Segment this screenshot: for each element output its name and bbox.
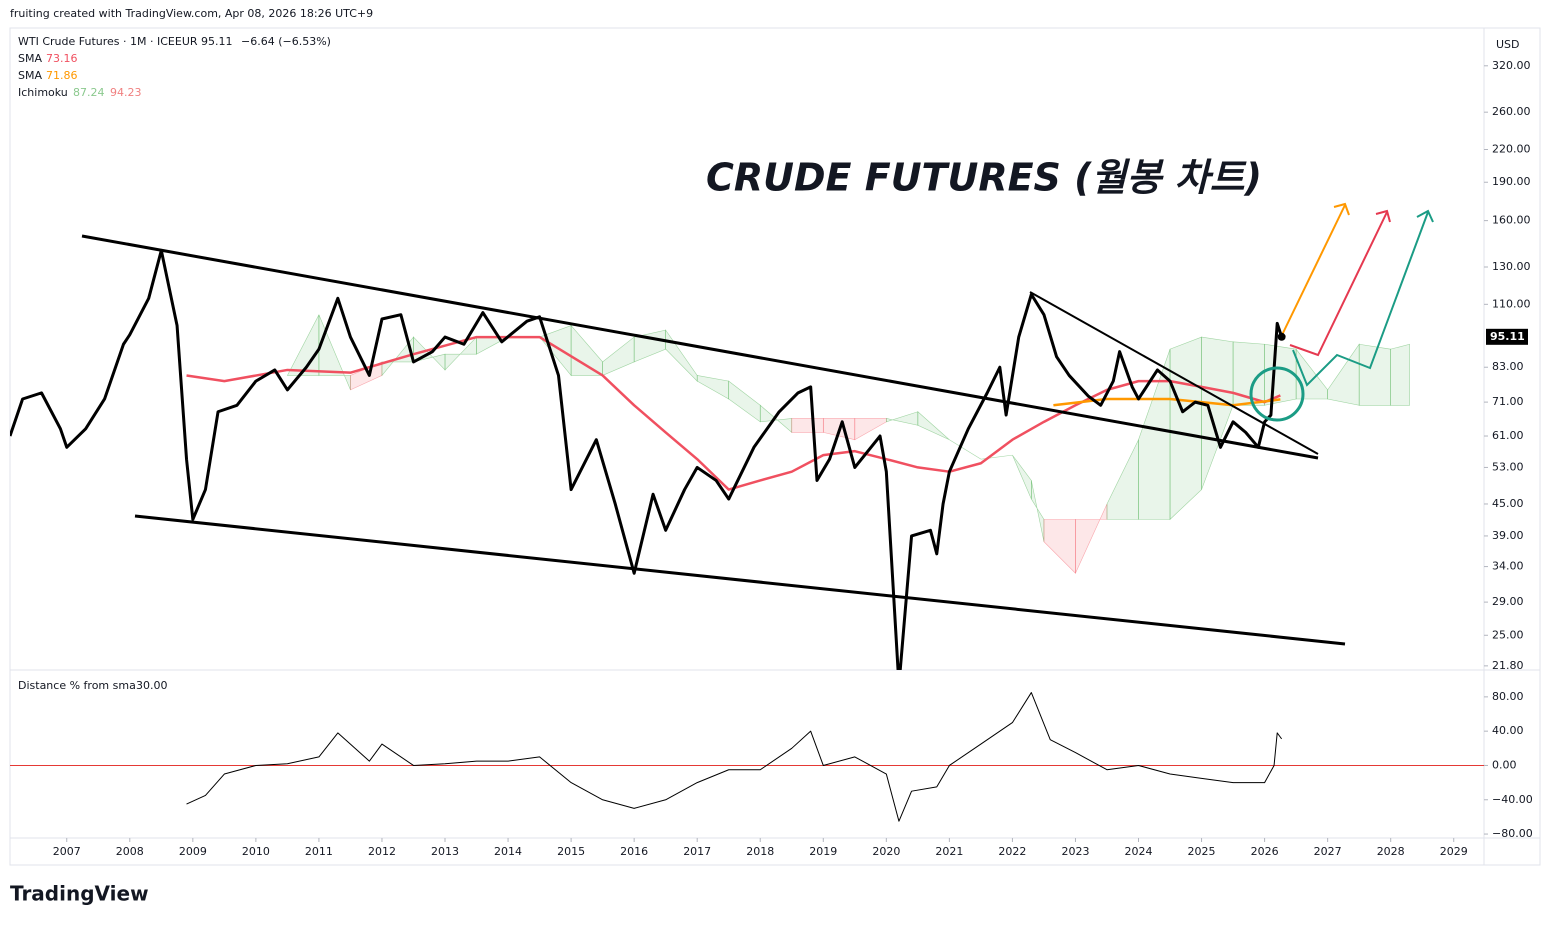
highlight-circle xyxy=(1249,366,1305,422)
arrowhead xyxy=(1333,202,1350,216)
x-tick-label: 2022 xyxy=(998,845,1026,858)
price-badge-label: 95.11 xyxy=(1490,330,1525,343)
arrowhead xyxy=(1375,209,1391,223)
credit: fruiting created with TradingView.com, A… xyxy=(10,7,373,20)
cloud-segment xyxy=(1390,343,1410,406)
x-tick-label: 2018 xyxy=(746,845,774,858)
chart-title: CRUDE FUTURES (월봉 차트) xyxy=(706,156,1262,200)
last-point xyxy=(1277,332,1286,341)
cloud-segment xyxy=(917,411,950,440)
y-tick-label: −40.00 xyxy=(1492,793,1533,806)
cloud-segment xyxy=(791,418,824,433)
price-badge xyxy=(1486,328,1528,345)
y-tick-label: 220.00 xyxy=(1492,142,1531,155)
y-tick-label: 130.00 xyxy=(1492,260,1531,273)
x-tick-label: 2012 xyxy=(368,845,396,858)
y-tick-label: 190.00 xyxy=(1492,175,1531,188)
y-tick-label: 40.00 xyxy=(1492,724,1524,737)
x-tick-label: 2011 xyxy=(305,845,333,858)
trendline xyxy=(1029,291,1319,455)
x-tick-label: 2016 xyxy=(620,845,648,858)
y-tick-label: 21.80 xyxy=(1492,659,1524,672)
y-tick-label: 260.00 xyxy=(1492,105,1531,118)
arrow xyxy=(1281,204,1346,336)
cloud-segment xyxy=(1169,336,1202,521)
change: −6.64 (−6.53%) xyxy=(241,35,331,48)
x-tick-label: 2015 xyxy=(557,845,585,858)
indicator-title: Distance % from sma xyxy=(18,679,136,692)
x-tick-label: 2010 xyxy=(242,845,270,858)
x-tick-label: 2025 xyxy=(1188,845,1216,858)
x-tick-label: 2020 xyxy=(872,845,900,858)
x-tick-label: 2007 xyxy=(53,845,81,858)
y-tick-label: 320.00 xyxy=(1492,59,1531,72)
arrowhead xyxy=(1416,209,1434,223)
sma-value: 71.86 xyxy=(46,69,78,82)
currency: USD xyxy=(1496,38,1520,51)
y-tick-label: 53.00 xyxy=(1492,460,1524,473)
cloud-segment xyxy=(759,404,793,434)
x-tick-label: 2009 xyxy=(179,845,207,858)
x-tick-label: 2029 xyxy=(1440,845,1468,858)
cloud-segment xyxy=(1031,480,1045,542)
ichimoku-value: 94.23 xyxy=(110,86,142,99)
frame xyxy=(9,27,1541,866)
arrow xyxy=(1289,211,1388,357)
arrow xyxy=(1292,211,1429,387)
x-tick-label: 2014 xyxy=(494,845,522,858)
y-tick-label: 83.00 xyxy=(1492,360,1524,373)
x-tick-label: 2028 xyxy=(1377,845,1405,858)
sma-value: 73.16 xyxy=(46,52,78,65)
x-tick-label: 2019 xyxy=(809,845,837,858)
symbol: WTI Crude Futures · 1M · ICEEUR xyxy=(18,35,198,48)
y-tick-label: −80.00 xyxy=(1492,827,1533,840)
trendline xyxy=(81,234,1319,460)
x-tick-label: 2013 xyxy=(431,845,459,858)
x-tick-label: 2021 xyxy=(935,845,963,858)
last: 95.11 xyxy=(201,35,233,48)
y-tick-label: 0.00 xyxy=(1492,758,1517,771)
sma-label: SMA xyxy=(18,52,42,65)
x-tick-label: 2023 xyxy=(1061,845,1089,858)
x-tick-label: 2008 xyxy=(116,845,144,858)
x-tick-label: 2017 xyxy=(683,845,711,858)
x-tick-label: 2026 xyxy=(1251,845,1279,858)
y-tick-label: 160.00 xyxy=(1492,214,1531,227)
sma-label: SMA xyxy=(18,69,42,82)
x-tick-label: 2024 xyxy=(1125,845,1153,858)
ichimoku-value: 87.24 xyxy=(73,86,105,99)
y-tick-label: 71.00 xyxy=(1492,395,1524,408)
y-tick-label: 80.00 xyxy=(1492,690,1524,703)
indicator-parameter: 30.00 xyxy=(136,679,168,692)
cloud-segment xyxy=(1043,519,1076,574)
y-tick-label: 45.00 xyxy=(1492,497,1524,510)
brand-logo: TradingView xyxy=(10,882,149,906)
y-tick-label: 61.00 xyxy=(1492,429,1524,442)
drawings xyxy=(81,202,1434,646)
ichimoku-label: Ichimoku xyxy=(18,86,68,99)
series-line xyxy=(1053,397,1281,407)
trendline xyxy=(134,514,1346,646)
y-tick-label: 29.00 xyxy=(1492,595,1524,608)
y-tick-label: 39.00 xyxy=(1492,529,1524,542)
series-line xyxy=(186,692,1283,822)
y-tick-label: 110.00 xyxy=(1492,297,1531,310)
x-tick-label: 2027 xyxy=(1314,845,1342,858)
y-tick-label: 25.00 xyxy=(1492,628,1524,641)
y-tick-label: 34.00 xyxy=(1492,560,1524,573)
series-line xyxy=(10,248,1284,670)
